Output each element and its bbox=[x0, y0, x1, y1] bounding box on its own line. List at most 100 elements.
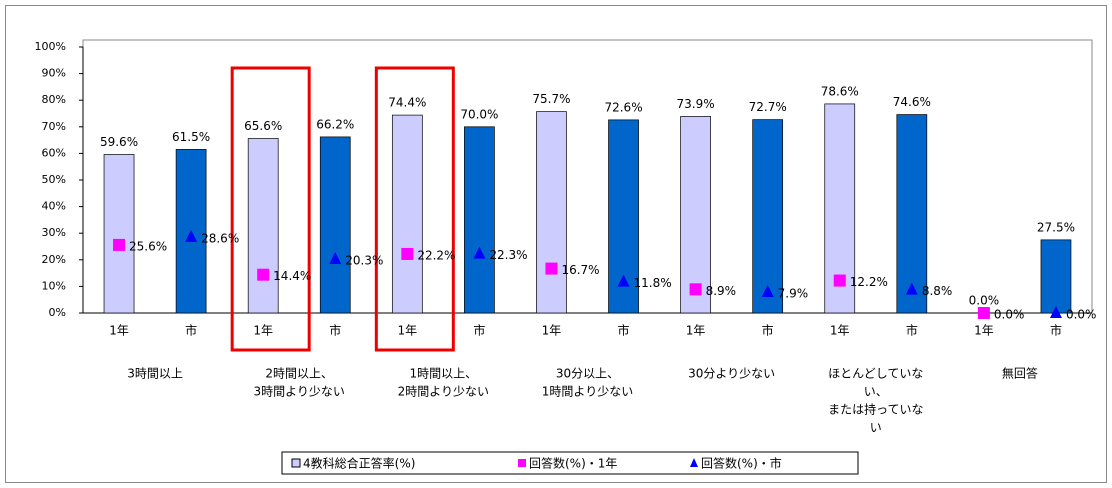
legend-swatch bbox=[518, 459, 526, 467]
group-label: または持っていな bbox=[828, 402, 923, 417]
data-label: 8.9% bbox=[706, 284, 737, 298]
data-label: 0.0% bbox=[969, 294, 1000, 308]
data-label: 74.6% bbox=[893, 95, 931, 109]
bar bbox=[103, 154, 135, 314]
bar bbox=[680, 116, 711, 314]
x-tick-label: 1年 bbox=[542, 324, 562, 338]
y-tick-label: 80% bbox=[42, 93, 66, 106]
marker bbox=[545, 262, 558, 275]
legend-box bbox=[281, 451, 859, 475]
group-label: 3時間より少ない bbox=[254, 385, 345, 399]
y-tick-label: 90% bbox=[42, 67, 66, 80]
data-label: 12.2% bbox=[850, 275, 888, 289]
group-label: 30分より少ない bbox=[688, 367, 775, 381]
data-label: 11.8% bbox=[634, 276, 672, 290]
data-label: 0.0% bbox=[994, 308, 1024, 322]
marker bbox=[617, 274, 630, 287]
data-label: 0.0% bbox=[1066, 308, 1097, 322]
y-tick-label: 60% bbox=[42, 146, 66, 159]
marker bbox=[329, 252, 342, 265]
group-label: い bbox=[870, 421, 882, 435]
group-label: 1時間より少ない bbox=[542, 385, 633, 399]
bar bbox=[752, 119, 784, 314]
data-label: 65.6% bbox=[244, 119, 282, 133]
marker bbox=[977, 307, 990, 319]
legend-label: 回答数(%)・1年 bbox=[529, 456, 617, 471]
x-tick-label: 市 bbox=[906, 323, 918, 338]
group-label: い、 bbox=[864, 385, 888, 399]
y-tick-label: 30% bbox=[42, 226, 66, 239]
data-label: 66.2% bbox=[316, 117, 354, 131]
marker bbox=[185, 229, 198, 242]
data-label: 61.5% bbox=[172, 130, 210, 144]
highlight-box bbox=[374, 66, 455, 352]
data-label: 70.0% bbox=[460, 107, 498, 121]
x-tick-label: 1年 bbox=[398, 324, 418, 338]
group-label: 1時間以上、 bbox=[410, 367, 478, 381]
data-label: 72.6% bbox=[604, 100, 642, 114]
bar bbox=[391, 114, 423, 314]
data-label: 22.2% bbox=[417, 248, 455, 262]
marker bbox=[1049, 306, 1062, 318]
bar bbox=[536, 111, 567, 314]
data-label: 78.6% bbox=[821, 84, 859, 98]
marker bbox=[761, 284, 774, 297]
legend-swatch bbox=[291, 458, 301, 468]
bar bbox=[464, 126, 495, 314]
y-tick-label: 100% bbox=[35, 40, 66, 53]
legend-label: 4教科総合正答率(%) bbox=[303, 456, 415, 471]
x-tick-label: 市 bbox=[329, 323, 341, 338]
group-label: 2時間より少ない bbox=[398, 385, 489, 399]
x-tick-label: 1年 bbox=[830, 324, 850, 338]
group-label: 2時間以上、 bbox=[265, 367, 333, 381]
y-tick-label: 10% bbox=[42, 279, 66, 292]
x-tick-label: 1年 bbox=[686, 324, 706, 338]
marker bbox=[833, 274, 846, 287]
data-label: 14.4% bbox=[273, 269, 311, 283]
marker bbox=[401, 247, 414, 260]
group-label: 30分以上、 bbox=[556, 367, 619, 381]
marker bbox=[905, 282, 918, 295]
data-label: 74.4% bbox=[388, 96, 426, 110]
y-tick-label: 50% bbox=[42, 173, 66, 186]
legend-swatch bbox=[690, 458, 698, 467]
data-label: 22.3% bbox=[489, 248, 527, 262]
marker bbox=[689, 283, 702, 296]
x-tick-label: 市 bbox=[473, 323, 485, 338]
y-tick-label: 70% bbox=[42, 120, 66, 133]
data-label: 73.9% bbox=[677, 97, 715, 111]
data-label: 72.7% bbox=[749, 100, 787, 114]
group-label: 3時間以上 bbox=[127, 367, 183, 381]
y-tick-label: 20% bbox=[42, 253, 66, 266]
bar bbox=[1040, 239, 1072, 314]
bar bbox=[247, 138, 279, 314]
data-label: 20.3% bbox=[345, 254, 383, 268]
marker bbox=[113, 238, 126, 251]
group-label: ほとんどしていな bbox=[828, 367, 923, 381]
data-label: 28.6% bbox=[201, 231, 239, 245]
marker bbox=[473, 246, 486, 259]
marker bbox=[257, 268, 270, 281]
bar bbox=[896, 114, 928, 314]
data-label: 25.6% bbox=[129, 239, 167, 253]
y-tick-label: 40% bbox=[42, 200, 66, 213]
y-tick-label: 0% bbox=[49, 306, 66, 319]
x-tick-label: 市 bbox=[762, 323, 774, 338]
data-label: 8.8% bbox=[922, 284, 953, 298]
group-label: 無回答 bbox=[1002, 366, 1038, 381]
x-tick-label: 市 bbox=[618, 323, 630, 338]
x-tick-label: 市 bbox=[1050, 323, 1062, 338]
highlight-box bbox=[230, 66, 311, 352]
data-label: 59.6% bbox=[100, 135, 138, 149]
x-tick-label: 1年 bbox=[974, 324, 994, 338]
data-label: 75.7% bbox=[532, 92, 570, 106]
legend-label: 回答数(%)・市 bbox=[701, 456, 782, 471]
data-label: 27.5% bbox=[1037, 220, 1075, 234]
x-tick-label: 1年 bbox=[253, 324, 273, 338]
data-label: 7.9% bbox=[778, 286, 809, 300]
data-label: 16.7% bbox=[561, 263, 599, 277]
bar bbox=[319, 136, 351, 314]
x-tick-label: 市 bbox=[185, 323, 197, 338]
x-tick-label: 1年 bbox=[109, 324, 129, 338]
